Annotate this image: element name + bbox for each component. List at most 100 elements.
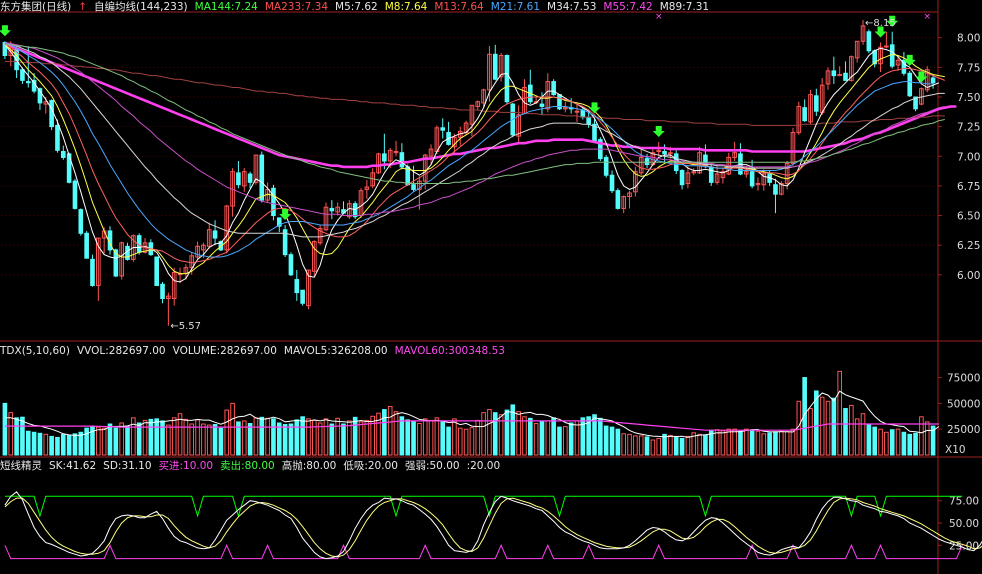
candle-up[interactable] <box>627 192 632 198</box>
volume-bar-up[interactable] <box>142 419 148 456</box>
volume-bar-up[interactable] <box>224 409 230 456</box>
volume-bar-down[interactable] <box>767 432 772 456</box>
candle-up[interactable] <box>790 132 796 164</box>
volume-bar-down[interactable] <box>14 417 19 456</box>
volume-bar-up[interactable] <box>849 404 854 456</box>
volume-bar-up[interactable] <box>376 412 381 456</box>
candle-up[interactable] <box>656 149 662 153</box>
candle-down[interactable] <box>113 249 119 277</box>
volume-bar-down[interactable] <box>930 425 936 456</box>
volume-bar-up[interactable] <box>96 426 101 456</box>
volume-bar-up[interactable] <box>563 426 568 456</box>
volume-bar-down[interactable] <box>615 428 621 456</box>
volume-bar-up[interactable] <box>119 422 124 456</box>
candle-down[interactable] <box>866 31 872 52</box>
candle-down[interactable] <box>37 88 43 104</box>
candle-down[interactable] <box>615 190 621 209</box>
volume-bar-down[interactable] <box>20 416 25 456</box>
volume-bar-down[interactable] <box>136 422 142 456</box>
volume-bar-up[interactable] <box>545 420 551 456</box>
volume-bar-up[interactable] <box>241 420 247 456</box>
candle-down[interactable] <box>55 124 60 151</box>
candle-down[interactable] <box>773 184 778 195</box>
volume-bar-up[interactable] <box>743 428 749 456</box>
volume-bar-up[interactable] <box>778 430 784 456</box>
candle-up[interactable] <box>206 229 212 247</box>
volume-bar-down[interactable] <box>802 377 807 456</box>
volume-bar-up[interactable] <box>516 411 521 456</box>
volume-bar-up[interactable] <box>819 396 825 456</box>
candle-down[interactable] <box>843 72 848 81</box>
volume-bar-down[interactable] <box>148 418 154 456</box>
candle-down[interactable] <box>708 166 714 183</box>
volume-bar-down[interactable] <box>492 412 498 456</box>
candle-up[interactable] <box>311 241 317 272</box>
candle-up[interactable] <box>732 152 737 158</box>
volume-bar-up[interactable] <box>323 418 329 456</box>
candle-down[interactable] <box>259 154 265 201</box>
candle-up[interactable] <box>393 151 399 154</box>
volume-bar-up[interactable] <box>469 427 475 456</box>
volume-bar-down[interactable] <box>154 418 160 456</box>
volume-bar-down[interactable] <box>405 419 411 456</box>
volume-bar-up[interactable] <box>463 428 469 456</box>
candle-up[interactable] <box>743 171 749 175</box>
candle-up[interactable] <box>387 149 393 162</box>
volume-bar-down[interactable] <box>341 423 346 456</box>
candle-down[interactable] <box>382 153 387 162</box>
candle-down[interactable] <box>504 54 510 103</box>
volume-bar-down[interactable] <box>539 421 545 456</box>
volume-bar-down[interactable] <box>527 417 533 456</box>
volume-bar-up[interactable] <box>101 427 107 456</box>
volume-bar-up[interactable] <box>650 439 656 456</box>
candle-up[interactable] <box>854 40 860 59</box>
candle-up[interactable] <box>895 59 901 66</box>
candle-up[interactable] <box>516 114 521 137</box>
volume-bar-down[interactable] <box>90 425 95 456</box>
volume-bar-up[interactable] <box>358 421 364 456</box>
candle-down[interactable] <box>294 279 300 294</box>
candle-up[interactable] <box>201 244 206 251</box>
volume-bar-up[interactable] <box>265 417 270 456</box>
volume-bar-up[interactable] <box>854 418 860 456</box>
volume-bar-up[interactable] <box>189 423 195 456</box>
candle-up[interactable] <box>498 54 504 78</box>
volume-bar-down[interactable] <box>271 418 276 456</box>
candle-down[interactable] <box>271 187 276 217</box>
candle-up[interactable] <box>469 104 475 125</box>
volume-bar-down[interactable] <box>580 417 586 456</box>
candle-up[interactable] <box>487 53 492 91</box>
volume-bar-down[interactable] <box>889 429 895 456</box>
volume-bar-down[interactable] <box>37 432 43 456</box>
volume-panel[interactable]: 75000 50000 25000 X10 <box>2 370 980 456</box>
candle-up[interactable] <box>633 171 638 193</box>
volume-bar-down[interactable] <box>276 422 282 456</box>
volume-bar-down[interactable] <box>568 422 574 456</box>
volume-bar-up[interactable] <box>860 413 866 456</box>
candle-up[interactable] <box>545 81 551 110</box>
candle-down[interactable] <box>78 209 84 234</box>
candle-up[interactable] <box>376 153 381 174</box>
volume-bar-up[interactable] <box>522 416 527 456</box>
candle-up[interactable] <box>335 206 340 213</box>
volume-bar-up[interactable] <box>633 435 638 456</box>
candle-down[interactable] <box>288 254 294 276</box>
volume-bar-up[interactable] <box>475 419 481 456</box>
volume-bar-down[interactable] <box>236 421 241 456</box>
volume-bar-down[interactable] <box>2 402 8 456</box>
volume-bar-down[interactable] <box>901 431 907 456</box>
candle-up[interactable] <box>171 271 177 300</box>
candle-down[interactable] <box>60 151 66 158</box>
volume-bar-down[interactable] <box>738 430 743 456</box>
candle-down[interactable] <box>154 256 160 286</box>
candle-down[interactable] <box>440 127 446 131</box>
volume-bar-up[interactable] <box>726 428 732 456</box>
candle-up[interactable] <box>166 295 171 300</box>
volume-bar-up[interactable] <box>487 409 492 456</box>
candle-down[interactable] <box>329 207 335 212</box>
volume-bar-up[interactable] <box>685 435 691 456</box>
volume-bar-down[interactable] <box>866 423 872 456</box>
volume-bar-down[interactable] <box>644 436 650 456</box>
volume-bar-down[interactable] <box>814 390 819 456</box>
volume-bar-up[interactable] <box>370 415 375 456</box>
